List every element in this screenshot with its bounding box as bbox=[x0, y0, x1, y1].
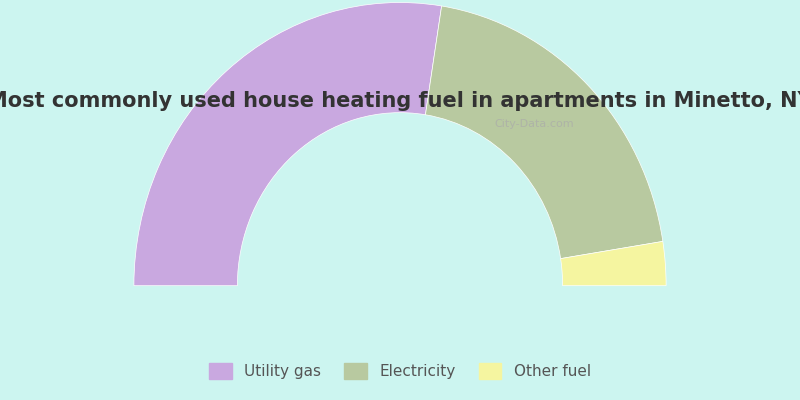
Wedge shape bbox=[561, 241, 666, 286]
Wedge shape bbox=[426, 6, 663, 259]
Legend: Utility gas, Electricity, Other fuel: Utility gas, Electricity, Other fuel bbox=[203, 357, 597, 385]
Wedge shape bbox=[134, 2, 442, 286]
Text: City-Data.com: City-Data.com bbox=[494, 119, 574, 129]
Text: Most commonly used house heating fuel in apartments in Minetto, NY: Most commonly used house heating fuel in… bbox=[0, 91, 800, 111]
